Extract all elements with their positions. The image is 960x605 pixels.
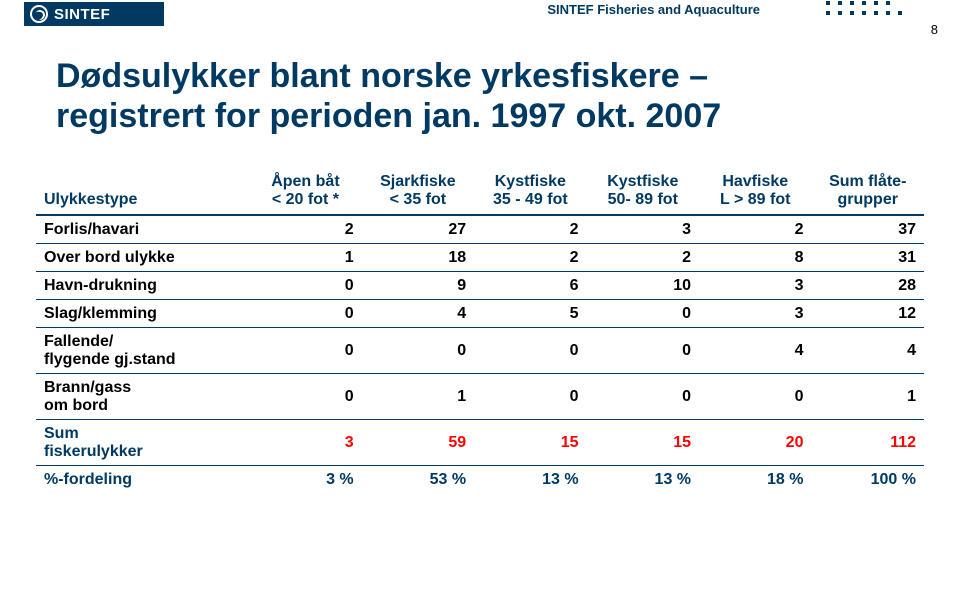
logo: SINTEF: [24, 2, 164, 26]
cell: 4: [362, 299, 474, 327]
cell: 10: [587, 271, 699, 299]
cell: 15: [474, 419, 586, 465]
slide: SINTEF SINTEF Fisheries and Aquaculture …: [0, 0, 960, 605]
cell: 37: [811, 215, 924, 244]
table-header-row: Ulykkestype Åpen båt< 20 fot * Sjarkfisk…: [36, 168, 924, 215]
col-header: Sum flåte-grupper: [811, 168, 924, 215]
cell: 20: [699, 419, 811, 465]
cell: 0: [587, 373, 699, 419]
cell: 0: [362, 327, 474, 373]
cell: 0: [474, 373, 586, 419]
cell: 0: [587, 327, 699, 373]
title-line-2: registrert for perioden jan. 1997 okt. 2…: [56, 97, 721, 135]
cell: 59: [362, 419, 474, 465]
cell: 2: [587, 243, 699, 271]
row-label: %-fordeling: [36, 465, 249, 493]
cell: 0: [699, 373, 811, 419]
page-number: 8: [931, 22, 938, 37]
cell: 2: [474, 215, 586, 244]
cell: 5: [474, 299, 586, 327]
cell: 8: [699, 243, 811, 271]
cell: 1: [249, 243, 361, 271]
header: SINTEF SINTEF Fisheries and Aquaculture …: [0, 0, 960, 28]
table-row: Forlis/havari 2 27 2 3 2 37: [36, 215, 924, 244]
cell: 0: [249, 271, 361, 299]
cell: 12: [811, 299, 924, 327]
cell: 3: [249, 419, 361, 465]
logo-text: SINTEF: [54, 6, 110, 23]
cell: 2: [699, 215, 811, 244]
cell: 4: [699, 327, 811, 373]
sum-row: Sumfiskerulykker 3 59 15 15 20 112: [36, 419, 924, 465]
col-header: Sjarkfiske< 35 fot: [362, 168, 474, 215]
col-header: Ulykkestype: [36, 168, 249, 215]
row-label: Havn-drukning: [36, 271, 249, 299]
cell: 3: [587, 215, 699, 244]
cell: 0: [249, 327, 361, 373]
col-header: Åpen båt< 20 fot *: [249, 168, 361, 215]
cell: 28: [811, 271, 924, 299]
cell: 0: [587, 299, 699, 327]
cell: 0: [249, 373, 361, 419]
row-label: Over bord ulykke: [36, 243, 249, 271]
cell: 18: [362, 243, 474, 271]
cell: 53 %: [362, 465, 474, 493]
row-label: Slag/klemming: [36, 299, 249, 327]
cell: 27: [362, 215, 474, 244]
cell: 0: [474, 327, 586, 373]
cell: 100 %: [811, 465, 924, 493]
logo-mark-icon: [30, 5, 48, 23]
cell: 13 %: [587, 465, 699, 493]
cell: 3: [699, 299, 811, 327]
row-label: Fallende/flygende gj.stand: [36, 327, 249, 373]
cell: 15: [587, 419, 699, 465]
cell: 6: [474, 271, 586, 299]
col-header: Kystfiske50- 89 fot: [587, 168, 699, 215]
cell: 0: [249, 299, 361, 327]
table-row: Brann/gassom bord 0 1 0 0 0 1: [36, 373, 924, 419]
table-row: Slag/klemming 0 4 5 0 3 12: [36, 299, 924, 327]
cell: 112: [811, 419, 924, 465]
cell: 3 %: [249, 465, 361, 493]
row-label: Brann/gassom bord: [36, 373, 249, 419]
table-row: Havn-drukning 0 9 6 10 3 28: [36, 271, 924, 299]
data-table: Ulykkestype Åpen båt< 20 fot * Sjarkfisk…: [36, 168, 924, 493]
cell: 13 %: [474, 465, 586, 493]
page-title: Dødsulykker blant norske yrkesfiskere – …: [56, 56, 904, 136]
cell: 18 %: [699, 465, 811, 493]
table-row: Fallende/flygende gj.stand 0 0 0 0 4 4: [36, 327, 924, 373]
cell: 9: [362, 271, 474, 299]
cell: 31: [811, 243, 924, 271]
col-header: HavfiskeL > 89 fot: [699, 168, 811, 215]
cell: 1: [811, 373, 924, 419]
header-subtitle: SINTEF Fisheries and Aquaculture: [547, 2, 760, 17]
cell: 4: [811, 327, 924, 373]
title-line-1: Dødsulykker blant norske yrkesfiskere –: [56, 57, 708, 95]
col-header: Kystfiske35 - 49 fot: [474, 168, 586, 215]
row-label: Sumfiskerulykker: [36, 419, 249, 465]
cell: 2: [249, 215, 361, 244]
cell: 2: [474, 243, 586, 271]
percent-row: %-fordeling 3 % 53 % 13 % 13 % 18 % 100 …: [36, 465, 924, 493]
row-label: Forlis/havari: [36, 215, 249, 244]
cell: 1: [362, 373, 474, 419]
table-row: Over bord ulykke 1 18 2 2 8 31: [36, 243, 924, 271]
decorative-dots-icon: [826, 1, 904, 17]
cell: 3: [699, 271, 811, 299]
